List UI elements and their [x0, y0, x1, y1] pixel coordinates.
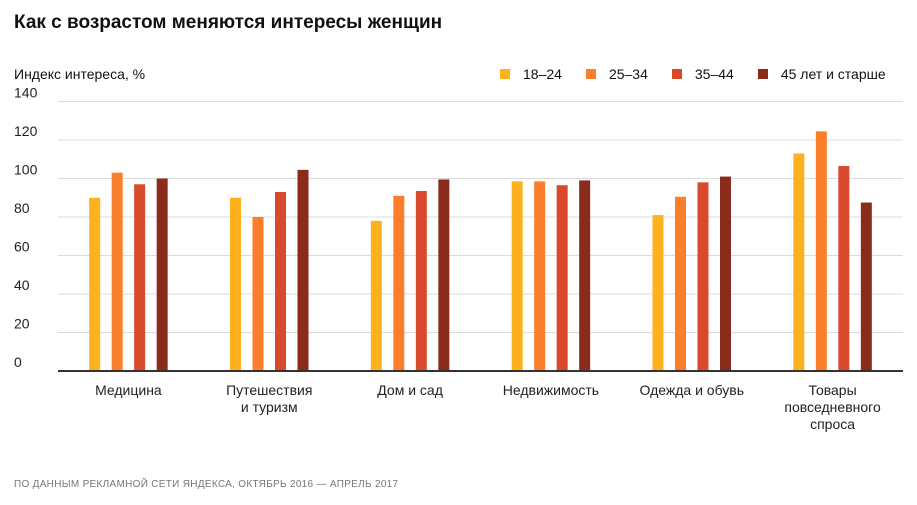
x-category-label: Путешествия и туризм [226, 382, 312, 415]
bar [534, 181, 546, 371]
legend-swatch [671, 69, 682, 79]
y-tick-label: 60 [14, 239, 30, 255]
legend-item-25-34: 25–34 [585, 66, 648, 82]
y-tick-label: 100 [14, 162, 38, 178]
bar [370, 220, 382, 371]
bar [815, 131, 827, 371]
bar [415, 191, 427, 371]
bar [89, 197, 101, 371]
bar [393, 195, 405, 371]
source-note: ПО ДАННЫМ РЕКЛАМНОЙ СЕТИ ЯНДЕКСА, ОКТЯБР… [14, 479, 399, 490]
bar [720, 176, 731, 371]
legend-item-18-24: 18–24 [500, 66, 562, 82]
bar [134, 184, 146, 371]
bar [111, 172, 123, 371]
y-tick-label: 40 [14, 277, 30, 293]
y-tick-label: 20 [14, 316, 30, 332]
y-axis-label: Индекс интереса, % [14, 66, 146, 82]
bar [511, 181, 523, 371]
x-category-label: Товары повседневного спроса [784, 382, 881, 432]
legend-item-45-plus: 45 лет и старше [757, 66, 886, 82]
bar [652, 215, 664, 371]
bar [579, 180, 591, 371]
bar [556, 185, 568, 371]
bar [697, 182, 709, 371]
x-category-label: Дом и сад [377, 382, 443, 398]
bar [675, 196, 686, 371]
legend-swatch [585, 69, 596, 79]
y-tick-label: 80 [14, 200, 30, 216]
bar [297, 169, 309, 371]
x-category-label: Недвижимость [503, 382, 599, 398]
bar [860, 202, 872, 371]
legend-item-35-44: 35–44 [671, 66, 734, 82]
legend-swatch [757, 69, 768, 79]
bar [156, 178, 168, 371]
legend-label: 25–34 [608, 66, 648, 82]
y-tick-label: 120 [14, 123, 38, 139]
legend-label: 45 лет и старше [780, 66, 886, 82]
legend-label: 35–44 [694, 66, 734, 82]
bar [793, 153, 805, 371]
bar [252, 217, 264, 371]
legend-label: 18–24 [523, 66, 562, 82]
bar [230, 197, 241, 371]
y-tick-label: 140 [14, 85, 38, 101]
bar [438, 179, 450, 371]
chart-title: Как с возрастом меняются интересы женщин [14, 12, 443, 33]
y-tick-label: 0 [14, 354, 22, 370]
bar [838, 165, 850, 371]
x-category-label: Одежда и обувь [639, 382, 744, 398]
legend-swatch [500, 69, 510, 79]
x-category-label: Медицина [95, 382, 162, 398]
bar [275, 191, 286, 371]
legend: 18–24 25–34 35–44 45 лет и старше [500, 66, 886, 82]
